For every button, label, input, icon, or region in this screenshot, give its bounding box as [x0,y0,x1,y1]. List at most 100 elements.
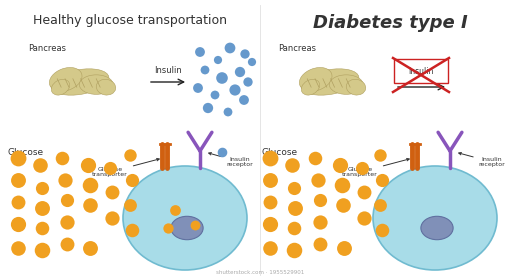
Point [196,50,204,54]
Point [218,150,226,154]
Point [14,222,22,226]
Point [336,163,344,167]
Point [63,220,71,224]
Point [128,178,136,182]
Point [218,76,226,80]
Point [14,200,22,204]
Point [14,178,22,182]
Point [63,220,71,224]
Point [288,163,296,167]
Text: Pancreas: Pancreas [28,44,66,53]
Ellipse shape [49,67,82,91]
Ellipse shape [373,166,497,270]
Text: Insulin
receptor: Insulin receptor [209,153,253,167]
Point [84,163,92,167]
Point [211,93,219,97]
Text: Glucose
transporter: Glucose transporter [92,158,159,178]
Point [86,246,94,250]
Point [126,203,134,207]
Point [38,206,46,210]
Point [128,228,136,232]
Point [290,248,298,252]
Ellipse shape [80,75,113,94]
Point [231,88,239,92]
Point [316,220,324,224]
Point [266,222,274,226]
Point [244,80,252,84]
Ellipse shape [301,69,359,95]
Ellipse shape [51,79,70,95]
Point [38,186,46,190]
Ellipse shape [171,216,203,240]
Point [164,226,172,230]
Point [240,98,248,102]
Ellipse shape [123,166,247,270]
Point [106,166,114,170]
Point [191,223,199,227]
Point [58,156,66,160]
Point [126,153,134,157]
Point [61,178,69,182]
Ellipse shape [329,75,363,94]
Point [108,216,116,220]
Point [63,242,71,246]
Point [38,248,46,252]
Point [360,216,368,220]
Point [38,206,46,210]
Ellipse shape [421,216,453,240]
Point [360,190,368,194]
Point [266,156,274,160]
Point [86,183,94,187]
Point [311,156,319,160]
Text: Glucose: Glucose [8,148,44,157]
Point [14,246,22,250]
Text: shutterstock.com · 1955529901: shutterstock.com · 1955529901 [216,270,304,275]
Point [291,206,299,210]
Point [14,156,22,160]
Point [63,198,71,202]
Ellipse shape [346,79,366,95]
Point [194,86,202,90]
Point [14,178,22,182]
Ellipse shape [96,79,115,95]
Point [38,248,46,252]
Point [14,222,22,226]
Point [86,203,94,207]
Point [14,200,22,204]
Point [316,198,324,202]
Point [86,203,94,207]
Point [108,190,116,194]
Point [126,153,134,157]
Text: Insulin: Insulin [154,66,182,75]
Point [376,153,384,157]
Point [214,58,222,62]
Ellipse shape [300,67,332,91]
Point [340,246,348,250]
Text: Glucose
transporter: Glucose transporter [342,158,409,178]
Point [128,178,136,182]
Point [290,226,298,230]
Point [236,70,244,74]
Point [358,166,366,170]
Text: Diabetes type I: Diabetes type I [313,14,467,32]
Point [38,226,46,230]
Point [378,228,386,232]
Point [201,68,209,72]
Ellipse shape [301,79,320,95]
Point [241,52,249,56]
Point [378,178,386,182]
Point [204,106,212,110]
Point [84,163,92,167]
Point [38,226,46,230]
Point [58,156,66,160]
Point [36,163,44,167]
Text: Pancreas: Pancreas [278,44,316,53]
Point [376,203,384,207]
Point [266,178,274,182]
Point [128,228,136,232]
Point [266,200,274,204]
Point [108,216,116,220]
Point [226,46,234,50]
Point [86,183,94,187]
Point [63,198,71,202]
